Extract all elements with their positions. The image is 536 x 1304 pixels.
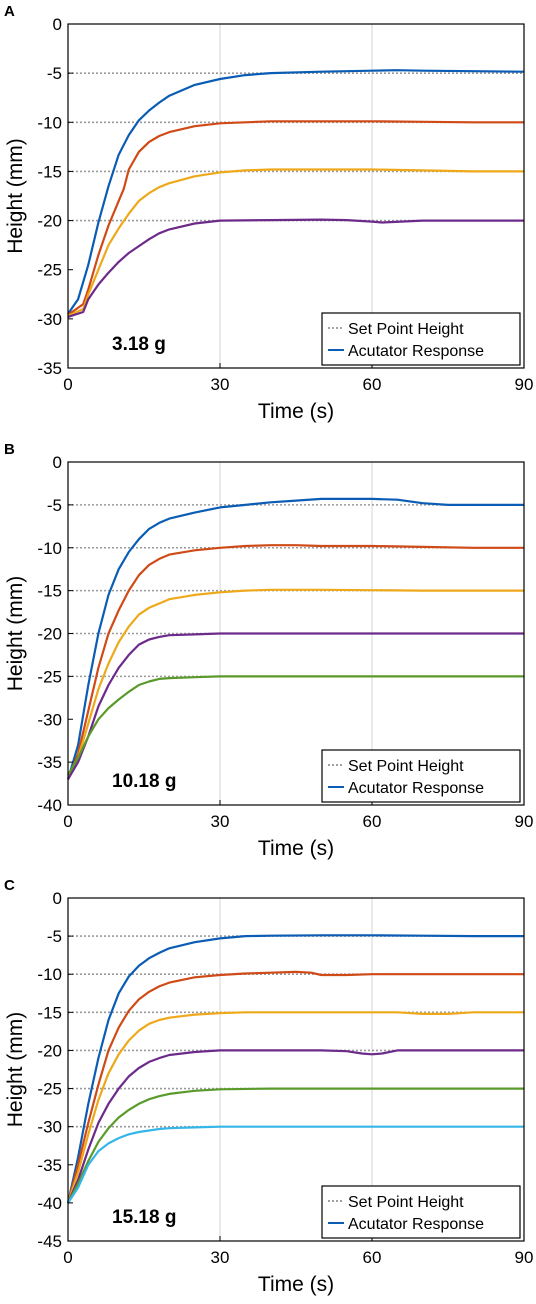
y-tick-label: -40 [37, 1194, 62, 1213]
y-tick-label: 0 [53, 15, 62, 34]
series-line [67, 69, 525, 315]
x-tick-label: 60 [363, 375, 382, 394]
x-tick-label: 30 [211, 1248, 230, 1267]
series-line [66, 970, 524, 1204]
y-tick-label: -10 [37, 113, 62, 132]
x-tick-label: 90 [515, 812, 534, 831]
series-line [67, 1087, 524, 1204]
series-line [67, 675, 524, 776]
series-line [66, 1049, 524, 1204]
y-tick-label: -25 [37, 1080, 62, 1099]
mass-annotation: 3.18 g [112, 334, 166, 355]
y-tick-label: -30 [37, 1118, 62, 1137]
series-line [66, 1011, 524, 1204]
series-line [67, 120, 524, 316]
legend [321, 312, 521, 366]
plot-frame [67, 897, 525, 1242]
x-tick-label: 60 [363, 1248, 382, 1267]
y-tick-label: -40 [37, 796, 62, 815]
legend-label: Set Point Height [348, 321, 464, 338]
y-tick-label: -30 [37, 710, 62, 729]
mass-annotation: 10.18 g [112, 771, 176, 792]
y-tick-label: -20 [37, 212, 62, 231]
x-axis-label: Time (s) [258, 400, 334, 423]
y-tick-label: -15 [37, 162, 62, 181]
y-tick-label: -35 [37, 359, 62, 378]
y-tick-label: -25 [37, 261, 62, 280]
y-tick-label: -20 [37, 1041, 62, 1060]
series-line [67, 1125, 524, 1204]
series-line [66, 934, 524, 1204]
y-tick-label: -5 [47, 927, 62, 946]
y-tick-label: -10 [37, 539, 62, 558]
y-axis-label: Height (mm) [4, 138, 27, 254]
plot-frame [67, 23, 525, 369]
series-line [67, 218, 524, 318]
y-tick-label: -20 [37, 625, 62, 644]
legend-label: Acutator Response [348, 780, 484, 797]
x-tick-label: 0 [63, 375, 72, 394]
series-line [66, 497, 524, 780]
y-tick-label: -35 [37, 1156, 62, 1175]
legend-label: Set Point Height [348, 1194, 464, 1211]
chart-panel: B 0 30 60 90 0 -5 -10 -15 -20 -25 -30 -35 -40 Time (s)… [4, 441, 534, 860]
series-line [66, 544, 524, 780]
y-tick-label: -35 [37, 753, 62, 772]
y-tick-label: 0 [53, 453, 62, 472]
x-tick-label: 60 [363, 812, 382, 831]
x-axis-label: Time (s) [258, 1273, 334, 1296]
x-tick-label: 90 [515, 1248, 534, 1267]
legend-label: Acutator Response [348, 343, 484, 360]
y-tick-label: -15 [37, 1003, 62, 1022]
series-line [67, 632, 524, 780]
x-tick-label: 0 [63, 1248, 72, 1267]
y-tick-label: -15 [37, 582, 62, 601]
y-axis-label: Height (mm) [4, 576, 27, 692]
panel-label: C [4, 877, 15, 894]
y-tick-label: -5 [47, 496, 62, 515]
chart-panel: A 0 30 60 90 0 -5 -10 -15 -20 -25 -30 -35 Time (s) Hei… [4, 3, 534, 423]
legend-label: Set Point Height [348, 758, 464, 775]
panel-label: B [4, 441, 15, 458]
legend-label: Acutator Response [348, 1216, 484, 1233]
series-line [67, 588, 524, 780]
x-tick-label: 30 [211, 375, 230, 394]
y-tick-label: -5 [47, 64, 62, 83]
x-tick-label: 0 [63, 812, 72, 831]
mass-annotation: 15.18 g [112, 1207, 176, 1228]
panel-label: A [4, 3, 15, 20]
y-axis-label: Height (mm) [4, 1012, 27, 1128]
y-tick-label: -25 [37, 667, 62, 686]
x-axis-label: Time (s) [258, 837, 334, 860]
x-tick-label: 90 [515, 375, 534, 394]
y-tick-label: -30 [37, 310, 62, 329]
chart-panel: C 0 30 60 90 0 -5 -10 -15 -20 -25 -30 -35 -40 -45 Time … [4, 877, 534, 1296]
x-tick-label: 30 [211, 812, 230, 831]
legend [321, 749, 521, 803]
y-tick-label: 0 [53, 889, 62, 908]
series-line [67, 168, 524, 317]
y-tick-label: -10 [37, 965, 62, 984]
legend [321, 1185, 521, 1239]
y-tick-label: -45 [37, 1232, 62, 1251]
